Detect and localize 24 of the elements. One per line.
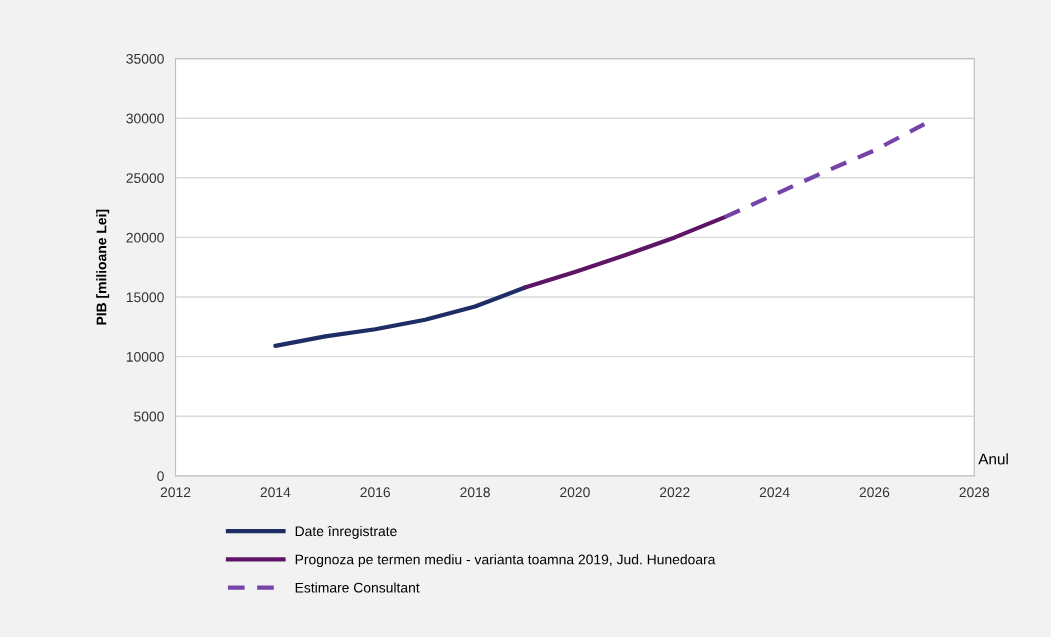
x-tick-label: 2028 [959, 487, 990, 498]
y-tick-label: 35000 [126, 53, 164, 64]
x-tick-label: 2020 [560, 487, 590, 498]
legend-label: Prognoza pe termen mediu - varianta toamna 2019, Jud. Hunedoara [295, 554, 716, 568]
line-series [722, 122, 927, 220]
y-tick-label: 25000 [126, 173, 164, 183]
legend-label: Estimare Consultant [295, 582, 420, 593]
x-tick-label: 2024 [759, 487, 790, 498]
x-tick-label: 2012 [160, 487, 191, 498]
x-tick-label: 2026 [859, 487, 890, 498]
y-tick-label: 5000 [134, 411, 164, 422]
y-tick-label: 10000 [126, 351, 164, 362]
x-tick-label: 2016 [360, 487, 391, 498]
x-axis-title: Anul [978, 453, 1008, 465]
x-tick-label: 2022 [659, 487, 690, 498]
line-series [522, 215, 727, 290]
x-tick-label: 2014 [260, 487, 291, 498]
y-tick-label: 30000 [126, 113, 164, 124]
x-tick-label: 2018 [460, 487, 490, 498]
y-tick-label: 20000 [126, 232, 164, 243]
legend-label: Date înregistrate [295, 525, 397, 539]
y-tick-label: 15000 [126, 292, 164, 303]
y-axis-title: PIB [milioane Lei] [96, 209, 110, 325]
y-tick-label: 0 [157, 471, 164, 482]
